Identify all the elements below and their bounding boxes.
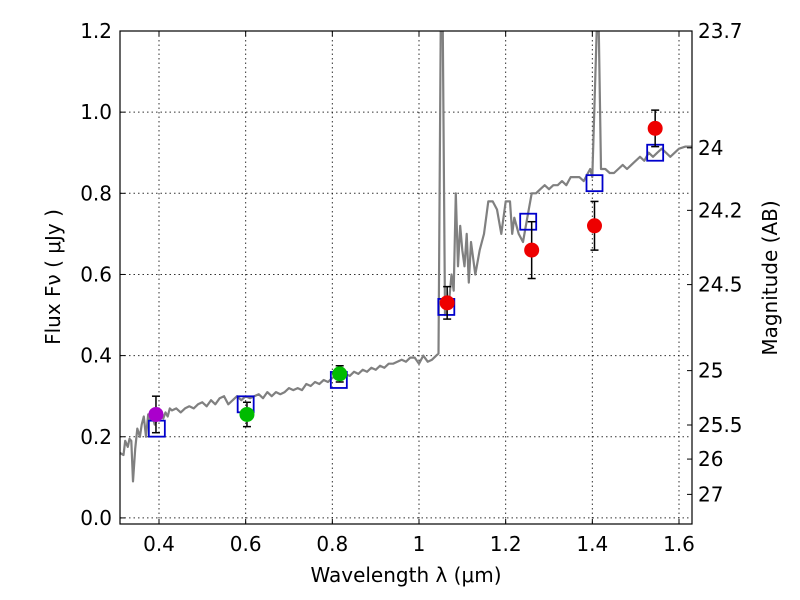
y2-tick-label: 23.7 xyxy=(698,19,743,43)
observed-flux-point xyxy=(647,120,663,136)
observed-flux-point xyxy=(239,406,255,422)
plot-area xyxy=(120,31,692,483)
y-axis-label: Flux Fν ( μJy ) xyxy=(41,209,65,345)
x-tick-label: 1.6 xyxy=(663,532,695,556)
y2-tick-label: 24.2 xyxy=(698,198,743,222)
x-tick-label: 0.4 xyxy=(143,532,175,556)
observed-flux-point xyxy=(524,242,540,258)
y-tick-label: 0.4 xyxy=(80,344,112,368)
y2-tick-label: 24.5 xyxy=(698,273,743,297)
spectrum-line xyxy=(120,31,692,483)
y-tick-label: 1.0 xyxy=(80,100,112,124)
observed-flux-point xyxy=(332,366,348,382)
model-photometry-square xyxy=(147,419,166,438)
model-photometry-square xyxy=(519,212,538,231)
grid xyxy=(120,30,692,524)
y-tick-label: 0.8 xyxy=(80,181,112,205)
x-tick-label: 1 xyxy=(413,532,426,556)
observed-flux-point xyxy=(439,295,455,311)
y-tick-label: 1.2 xyxy=(80,19,112,43)
y2-tick-label: 25.5 xyxy=(698,413,743,437)
observed-flux-point xyxy=(587,218,602,234)
x-tick-label: 0.8 xyxy=(316,532,348,556)
observed-flux-point xyxy=(148,406,164,422)
y-tick-label: 0.2 xyxy=(80,425,112,449)
y-tick-label: 0.6 xyxy=(80,262,112,286)
x-tick-label: 0.6 xyxy=(230,532,262,556)
y-tick-label: 0.0 xyxy=(80,506,112,530)
x-tick-label: 1.4 xyxy=(576,532,608,556)
y2-axis-label: Magnitude (AB) xyxy=(758,200,782,355)
x-axis-label: Wavelength λ (μm) xyxy=(310,563,501,587)
plot-frame xyxy=(119,30,693,525)
axes: 0.4 0.6 0.8 1 1.2 1.4 1.6 0.0 0.2 0.4 0.6 0.8 1.0 1.2… xyxy=(80,19,742,556)
y2-tick-label: 25 xyxy=(698,359,723,383)
model-photometry-square xyxy=(585,174,604,193)
y2-tick-label: 27 xyxy=(698,482,723,506)
y2-tick-label: 24 xyxy=(698,136,723,160)
x-tick-label: 1.2 xyxy=(490,532,522,556)
y2-tick-label: 26 xyxy=(698,447,723,471)
